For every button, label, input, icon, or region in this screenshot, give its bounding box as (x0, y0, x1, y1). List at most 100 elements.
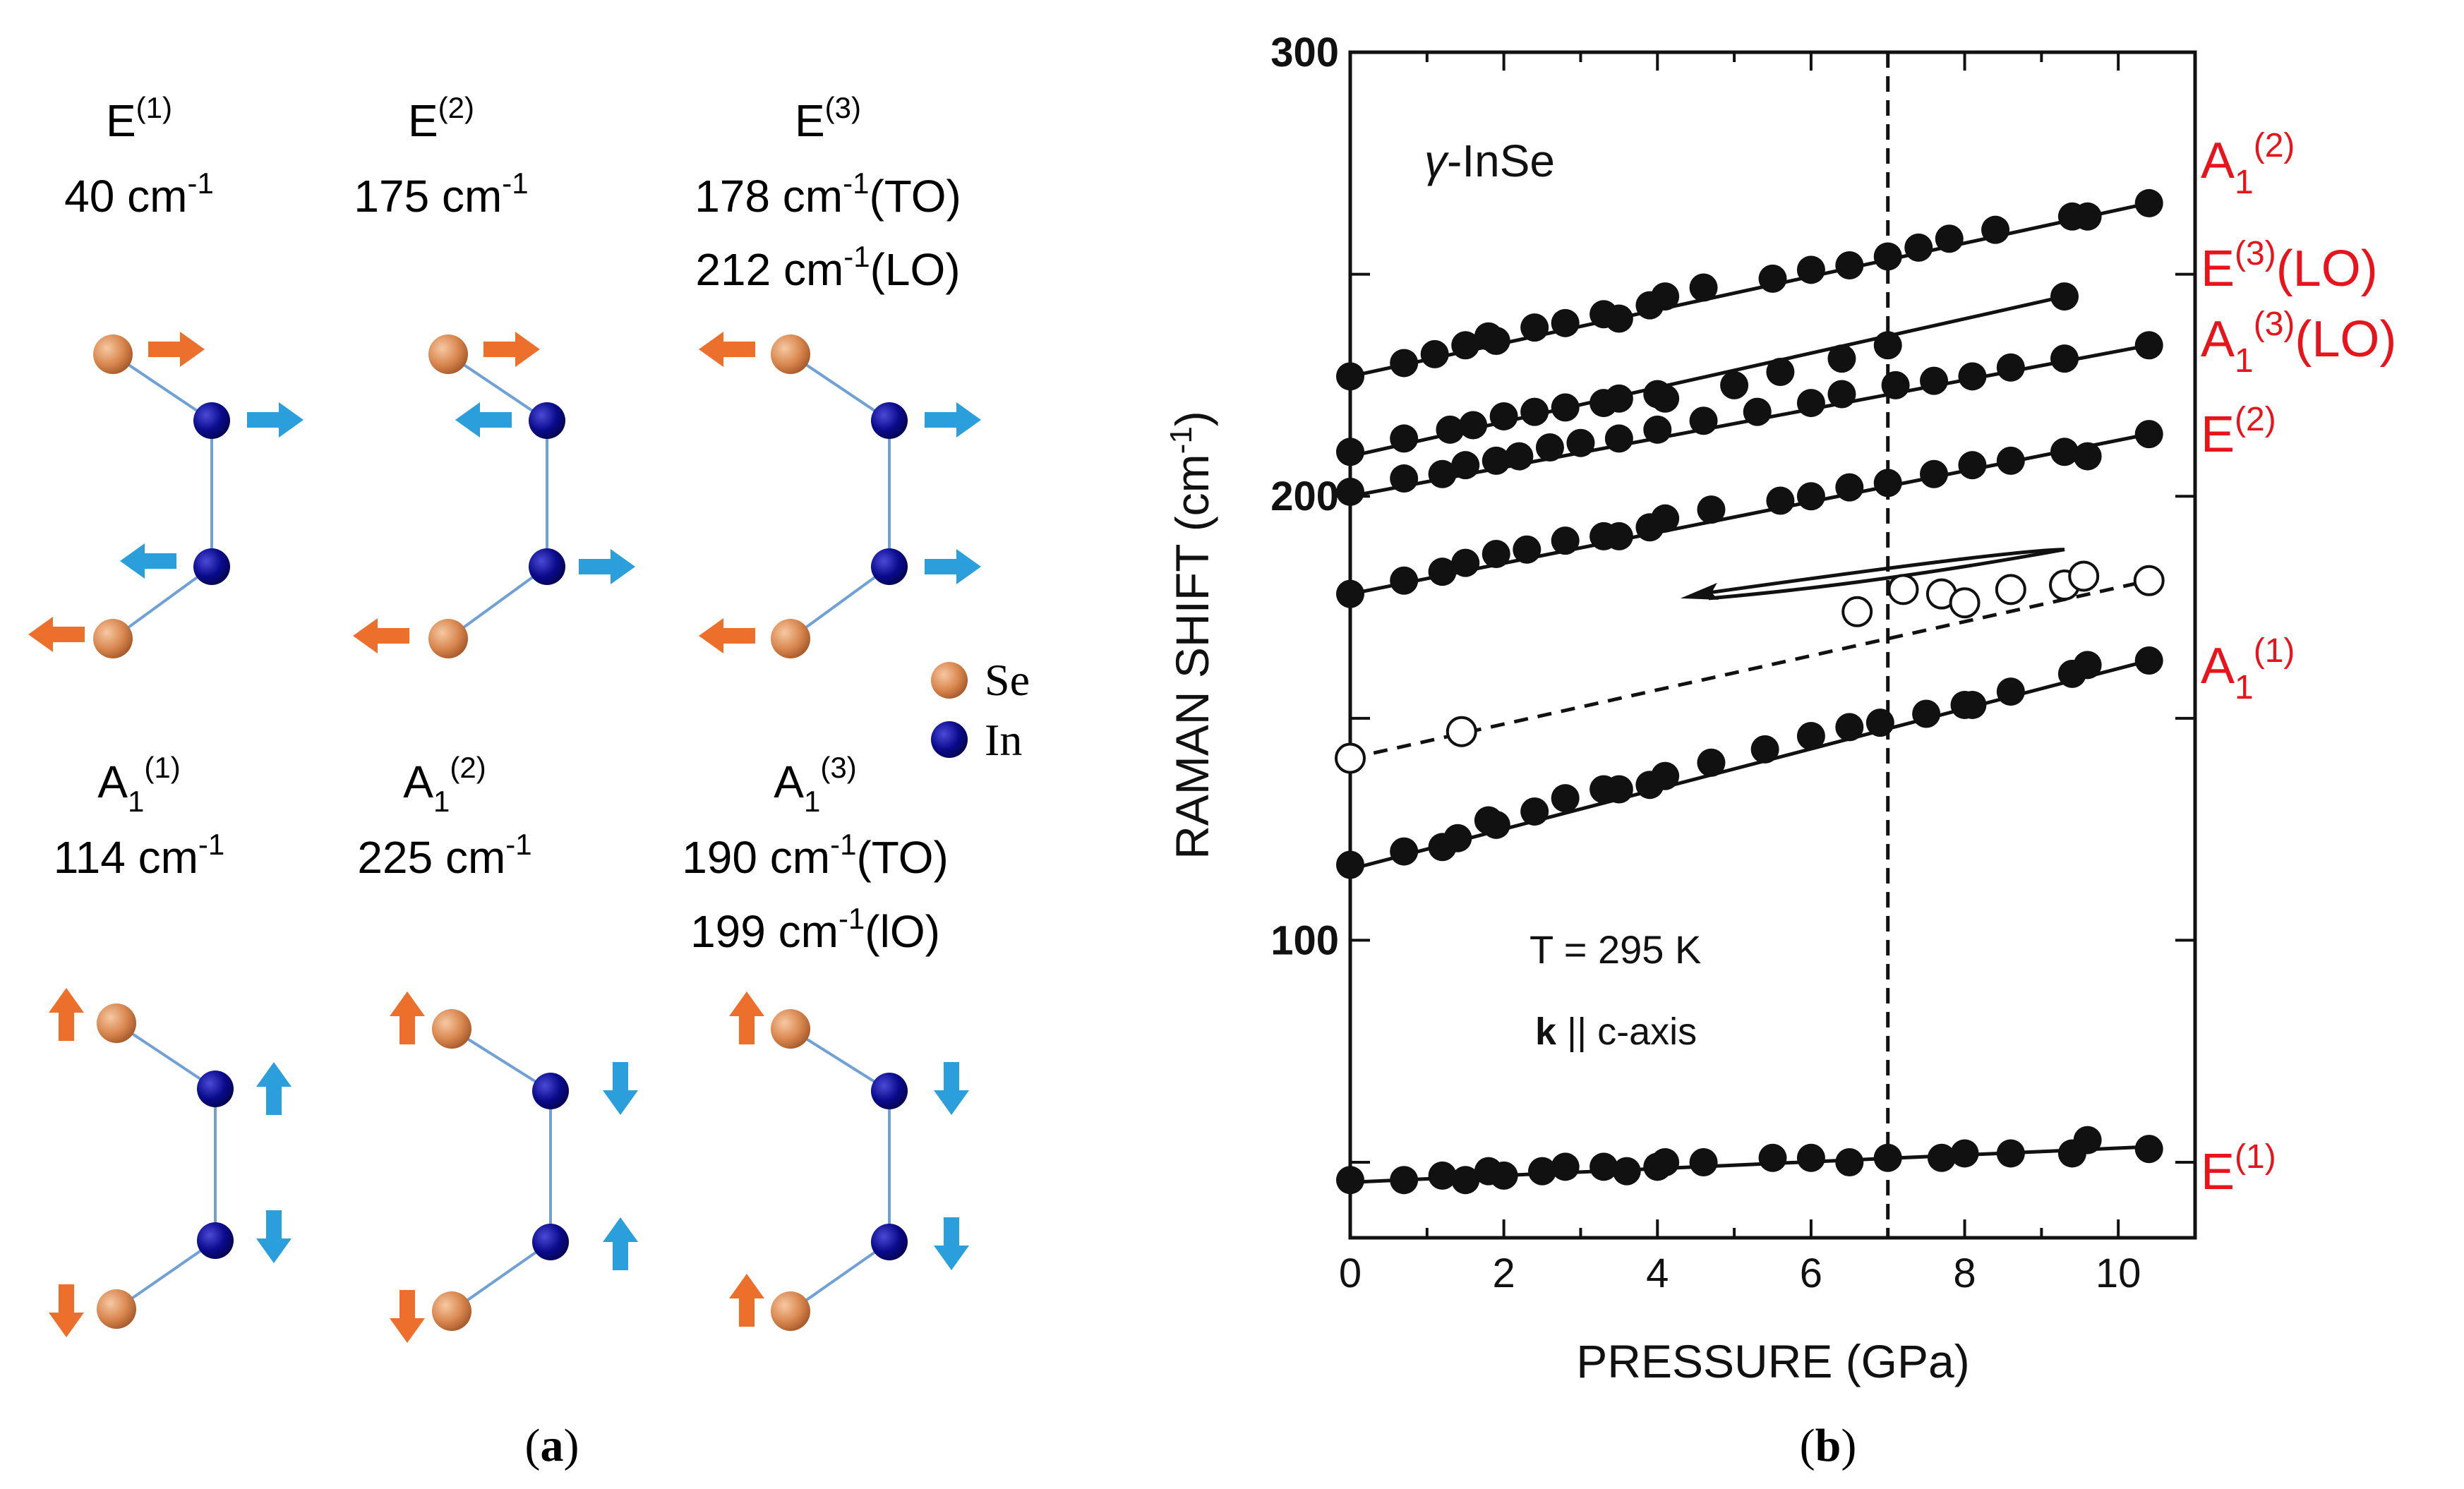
hysteresis-curve (1708, 548, 2065, 595)
caption-a: (a) (525, 1420, 579, 1471)
data-point (1604, 775, 1633, 804)
in-atom (193, 548, 230, 585)
svg-text:A1(1): A1(1) (97, 751, 180, 818)
data-point (1604, 384, 1633, 413)
arrow-right-icon (925, 402, 981, 438)
data-point (1335, 742, 1366, 774)
mode-label-e3-lo-right: E(3)(LO) (2201, 235, 2378, 297)
in-atom (871, 1224, 908, 1260)
data-point (1841, 596, 1873, 627)
data-point (2134, 331, 2163, 360)
data-point (1689, 1148, 1718, 1177)
x-tick-label: 6 (1800, 1250, 1822, 1296)
mode-label-a1-2-right: A1(2) (2201, 127, 2295, 201)
data-point (1336, 850, 1364, 879)
svg-text:178 cm-1(TO): 178 cm-1(TO) (695, 167, 961, 222)
data-point (1873, 1143, 1902, 1172)
mode-label-e1-right: E(1) (2201, 1138, 2276, 1200)
y-tick-label: 100 (1270, 917, 1339, 963)
data-point (1873, 242, 1902, 271)
data-point (1420, 339, 1449, 368)
data-point (2050, 344, 2079, 373)
arrow-right-icon (148, 332, 205, 367)
y-tick-label: 300 (1270, 30, 1339, 76)
data-point (2073, 1126, 2102, 1155)
data-point (1796, 255, 1825, 284)
mode-label-a1-1: A1(1) 114 cm-1 (54, 751, 224, 883)
data-point (1489, 402, 1518, 430)
arrow-left-icon (699, 332, 755, 367)
data-point (1459, 411, 1488, 440)
se-legend-marker (931, 662, 968, 699)
data-point (1904, 233, 1933, 262)
data-point (1390, 566, 1419, 595)
data-point (1958, 451, 1987, 480)
svg-text:225 cm-1: 225 cm-1 (357, 828, 531, 883)
data-point (1835, 1148, 1864, 1177)
data-point (1873, 331, 1902, 360)
data-point (1796, 1143, 1825, 1172)
data-point (2050, 282, 2079, 311)
data-point (2073, 442, 2102, 471)
svg-text:E(3): E(3) (795, 91, 861, 146)
data-point (1996, 1139, 2025, 1168)
in-atom (871, 548, 908, 585)
arrow-left-icon (353, 618, 409, 653)
axis-tick-labels: 0 2 4 6 8 10 100 200 300 (1270, 30, 2141, 1296)
plot-frame (1348, 50, 2197, 1240)
data-point (1996, 353, 2025, 382)
data-point (1482, 540, 1510, 569)
svg-text:175 cm-1: 175 cm-1 (354, 167, 528, 222)
data-point (1651, 384, 1680, 413)
data-point (2134, 420, 2163, 449)
data-point (1528, 1157, 1557, 1186)
data-point (2133, 565, 2165, 596)
arrow-right-icon (247, 402, 304, 438)
data-point (1958, 362, 1987, 391)
data-point (1451, 451, 1480, 480)
data-point (1743, 397, 1772, 426)
data-point (1428, 557, 1457, 586)
arrow-up-icon (729, 991, 764, 1044)
arrow-left-icon (699, 618, 755, 653)
arrow-up-icon (256, 1062, 292, 1115)
se-atom (93, 334, 133, 374)
data-point (1451, 1166, 1480, 1195)
diagram-a1-3 (729, 991, 969, 1331)
data-point (1551, 526, 1580, 555)
arrow-head-icon (1680, 582, 1719, 600)
data-point (1651, 1148, 1680, 1177)
in-atom (529, 402, 565, 439)
data-point (1604, 424, 1633, 453)
se-atom (432, 1009, 471, 1049)
x-tick-label: 2 (1493, 1250, 1515, 1296)
arrow-up-icon (603, 1217, 638, 1270)
data-point (1827, 344, 1856, 373)
data-point (1720, 370, 1749, 399)
data-point (1758, 264, 1787, 293)
in-atom (871, 402, 908, 439)
svg-text:E(2): E(2) (408, 91, 474, 146)
data-point (1796, 721, 1825, 750)
mode-label-e2-right: E(2) (2201, 401, 2276, 463)
data-point (1697, 748, 1726, 777)
caption-b: (b) (1800, 1420, 1857, 1471)
x-tick-label: 10 (2096, 1250, 2141, 1296)
data-point (1835, 251, 1864, 280)
data-point (1336, 438, 1364, 466)
se-atom (432, 1291, 471, 1331)
data-point (1950, 1139, 1979, 1168)
se-atom (97, 1289, 136, 1329)
data-point (1865, 709, 1894, 737)
data-point (1796, 389, 1825, 418)
data-point (1995, 574, 2026, 605)
svg-text:40 cm-1: 40 cm-1 (64, 167, 214, 222)
fit-line (1350, 579, 2150, 760)
arrow-up-icon (49, 988, 84, 1041)
data-point (1336, 362, 1364, 391)
x-tick-label: 0 (1339, 1250, 1362, 1296)
arrow-up-icon (390, 991, 425, 1044)
se-atom (428, 334, 468, 374)
in-atom (532, 1073, 569, 1109)
